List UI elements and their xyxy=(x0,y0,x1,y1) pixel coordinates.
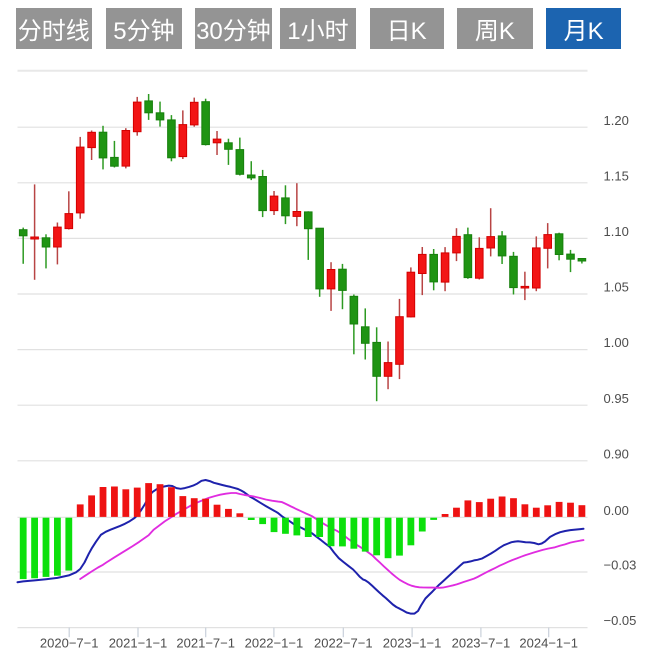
svg-text:2024−1−1: 2024−1−1 xyxy=(519,636,578,651)
svg-text:−0.05: −0.05 xyxy=(604,613,637,628)
svg-text:2021−1−1: 2021−1−1 xyxy=(109,636,168,651)
svg-text:2023−7−1: 2023−7−1 xyxy=(452,636,511,651)
svg-text:2020−7−1: 2020−7−1 xyxy=(40,636,99,651)
svg-text:2021−7−1: 2021−7−1 xyxy=(176,636,235,651)
svg-text:1.05: 1.05 xyxy=(604,280,629,295)
svg-text:1.15: 1.15 xyxy=(604,169,629,184)
svg-text:2023−1−1: 2023−1−1 xyxy=(383,636,442,651)
svg-text:1.20: 1.20 xyxy=(604,113,629,128)
svg-text:1.10: 1.10 xyxy=(604,224,629,239)
svg-text:0.90: 0.90 xyxy=(604,446,629,461)
svg-text:2022−1−1: 2022−1−1 xyxy=(245,636,304,651)
svg-text:2022−7−1: 2022−7−1 xyxy=(314,636,373,651)
svg-text:−0.03: −0.03 xyxy=(604,558,637,573)
svg-text:1.00: 1.00 xyxy=(604,335,629,350)
svg-text:0.00: 0.00 xyxy=(604,503,629,518)
svg-text:0.95: 0.95 xyxy=(604,391,629,406)
